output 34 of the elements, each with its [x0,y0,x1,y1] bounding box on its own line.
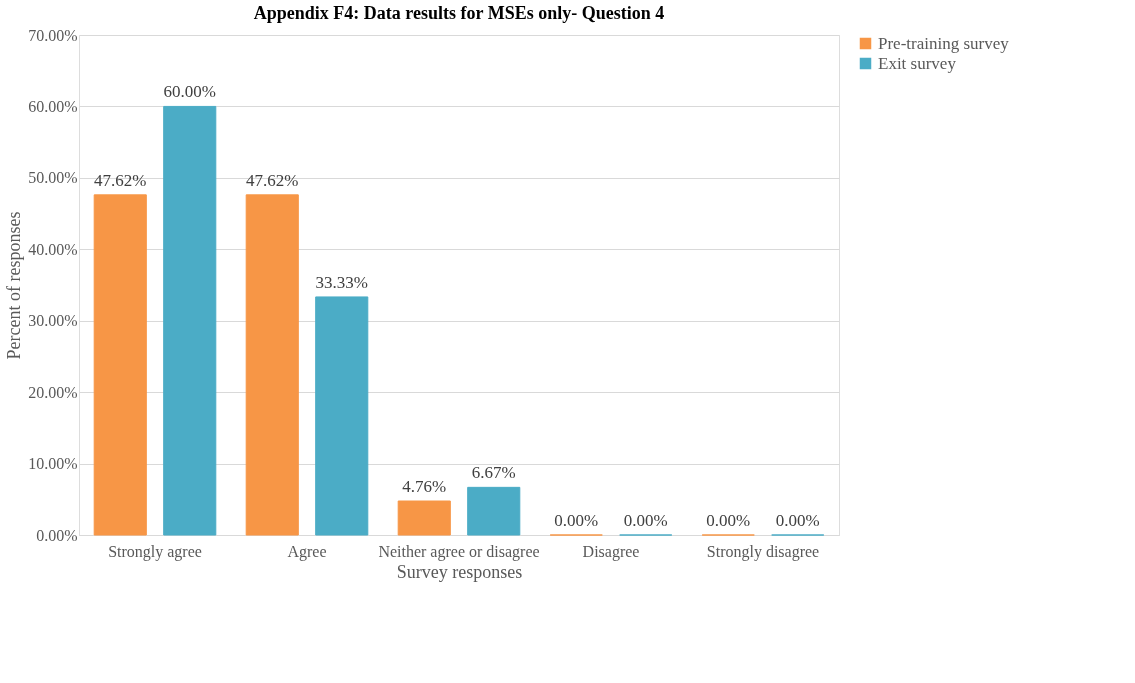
chart-title: Appendix F4: Data results for MSEs only- Question 4 [253,3,665,23]
data-label: 4.76% [402,477,447,496]
bar [245,194,299,536]
bar [315,296,369,536]
data-label: 47.62% [94,170,147,190]
data-label: 6.67% [471,463,516,483]
x-tick-label: Disagree [582,542,640,561]
y-tick-label: 0.00% [36,526,78,544]
data-label: 47.62% [246,170,299,190]
y-tick-label: 70.00% [28,26,78,44]
y-tick-label: 50.00% [28,169,78,187]
y-tick-label: 20.00% [28,383,78,401]
data-label: 0.00% [706,511,751,530]
data-label: 60.00% [163,82,216,102]
data-label: 0.00% [775,511,820,530]
bar [467,486,521,536]
x-tick-label: Neither agree or disagree [378,542,540,561]
legend-label: Pre-training survey [878,33,1010,53]
x-tick-label: Strongly agree [108,542,202,561]
bar [163,105,217,536]
data-label: 33.33% [315,272,368,292]
x-tick-label: Agree [287,542,327,561]
x-axis-title: Survey responses [396,561,523,582]
legend-label: Exit survey [878,53,957,73]
data-label: 0.00% [554,511,599,530]
y-tick-label: 60.00% [28,97,78,115]
y-tick-label: 40.00% [28,240,78,258]
bar [397,500,451,536]
y-tick-label: 10.00% [28,455,78,473]
y-axis-title: Percent of responses [4,211,25,360]
x-tick-label: Strongly disagree [706,542,820,561]
data-label: 0.00% [623,511,668,530]
y-tick-label: 30.00% [28,312,78,330]
bar [93,194,147,536]
